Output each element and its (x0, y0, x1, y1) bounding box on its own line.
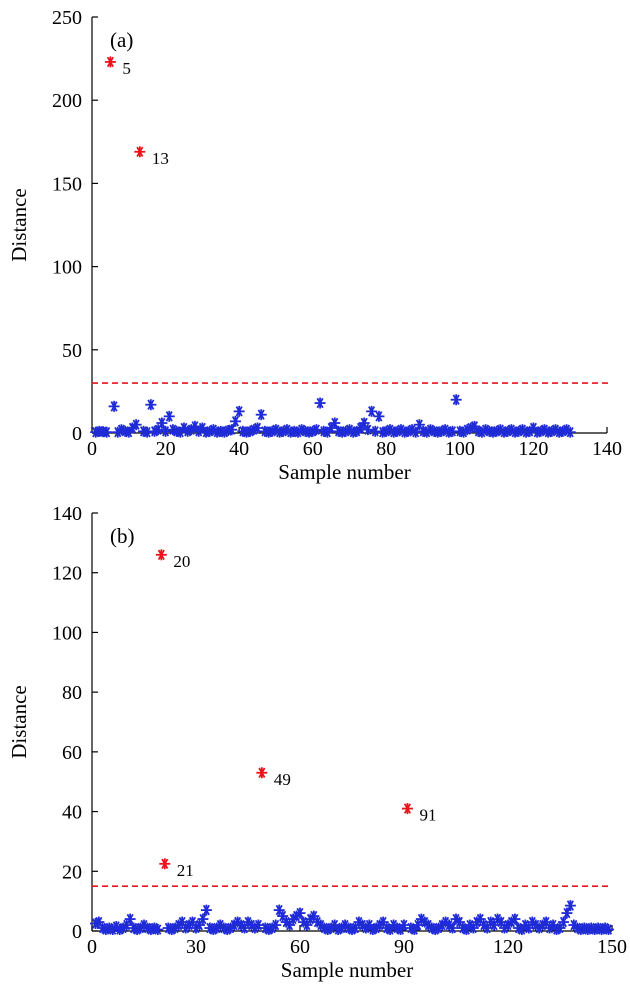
chart-panel-b: 0 20 40 60 80 100 120 140 0 30 60 90 120 150 Sample nu… (7, 503, 627, 982)
x-tick-label: 150 (597, 936, 627, 958)
x-tick-label: 40 (229, 438, 249, 460)
outlier-label: 49 (274, 770, 291, 789)
outlier-point (159, 858, 171, 870)
data-point (377, 916, 389, 928)
y-tick-label: 80 (62, 682, 82, 704)
data-point (226, 424, 238, 436)
x-tick-label: 80 (376, 438, 396, 460)
data-point (366, 405, 378, 417)
y-tick-label: 0 (72, 921, 82, 943)
data-point (176, 916, 188, 928)
data-point (252, 422, 264, 434)
y-tick-label: 100 (52, 622, 82, 644)
data-point (450, 394, 462, 406)
data-point (314, 397, 326, 409)
data-point (329, 417, 341, 429)
data-point (101, 426, 113, 438)
x-tick-label: 0 (87, 936, 97, 958)
panel-label: (b) (110, 524, 135, 548)
data-point (509, 913, 521, 925)
x-tick-label: 90 (394, 936, 414, 958)
y-tick-label: 140 (52, 503, 82, 525)
chart-panel-a: 0 50 100 150 200 250 0 20 40 60 80 100 120 140 Sample … (7, 7, 622, 484)
data-point (284, 919, 296, 931)
y-axis-label: Distance (7, 188, 31, 261)
y-axis-label: Distance (7, 685, 31, 758)
data-point (447, 922, 459, 934)
data-point (156, 417, 168, 429)
outlier-label: 5 (122, 59, 130, 78)
outlier-label: 20 (173, 552, 190, 571)
x-tick-label: 60 (303, 438, 323, 460)
outlier-point (256, 767, 268, 779)
x-tick-label: 30 (186, 936, 206, 958)
data-point (458, 426, 470, 438)
x-tick-label: 100 (445, 438, 475, 460)
x-tick-label: 120 (493, 936, 523, 958)
data-point (160, 425, 172, 437)
data-point (145, 399, 157, 411)
x-tick-label: 60 (290, 936, 310, 958)
y-tick-label: 60 (62, 742, 82, 764)
data-point (294, 907, 306, 919)
y-tick-label: 100 (52, 257, 82, 279)
data-point (255, 409, 267, 421)
y-tick-label: 20 (62, 861, 82, 883)
data-point (603, 924, 615, 936)
outlier-point (104, 56, 116, 68)
y-tick-label: 250 (52, 7, 82, 29)
x-tick-label: 0 (87, 438, 97, 460)
data-point (564, 900, 576, 912)
x-tick-label: 20 (156, 438, 176, 460)
data-point (373, 410, 385, 422)
y-tick-label: 200 (52, 90, 82, 112)
outlier-point (401, 803, 413, 815)
outlier-label: 21 (177, 861, 194, 880)
data-point (187, 916, 199, 928)
data-point (310, 424, 322, 436)
x-tick-label: 120 (518, 438, 548, 460)
data-point (233, 405, 245, 417)
data-point (564, 426, 576, 438)
outlier-label: 91 (419, 806, 436, 825)
panel-label: (a) (110, 28, 133, 52)
data-point (447, 425, 458, 437)
outlier-point (155, 549, 167, 561)
data-point (108, 400, 120, 412)
outlier-point (134, 146, 146, 158)
y-tick-label: 150 (52, 173, 82, 195)
data-point (200, 904, 212, 916)
y-tick-label: 50 (62, 340, 82, 362)
data-point (124, 913, 136, 925)
data-point (362, 424, 374, 436)
data-point (130, 419, 142, 431)
data-point (239, 922, 251, 934)
outlier-label: 13 (152, 149, 169, 168)
x-axis-label: Sample number (281, 958, 413, 982)
data-point (557, 916, 569, 928)
data-point (270, 919, 282, 931)
y-tick-label: 40 (62, 802, 82, 824)
data-point (163, 410, 175, 422)
y-tick-label: 120 (52, 563, 82, 585)
x-tick-label: 140 (592, 438, 622, 460)
y-tick-label: 0 (72, 423, 82, 445)
data-point (229, 415, 241, 427)
data-point (152, 924, 164, 936)
data-point (197, 913, 209, 925)
x-axis-label: Sample number (278, 460, 410, 484)
data-point (193, 919, 205, 931)
